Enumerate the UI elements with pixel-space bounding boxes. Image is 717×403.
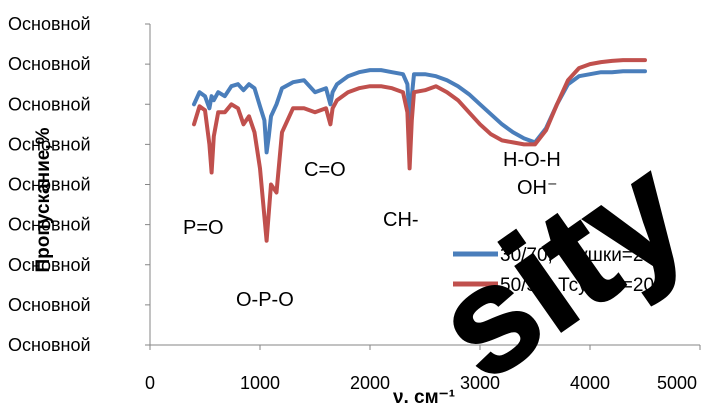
x-tick-label: 1000 bbox=[240, 373, 280, 393]
annotation-o-p-o: O-P-O bbox=[236, 289, 294, 311]
x-tick-label: 2000 bbox=[350, 373, 390, 393]
y-tick-label: Основной bbox=[8, 215, 91, 235]
y-tick-label: Основной bbox=[8, 255, 91, 275]
y-tick-label: Основной bbox=[8, 175, 91, 195]
y-axis-title: Пропускание,% bbox=[33, 127, 54, 272]
y-tick-label: Основной bbox=[8, 54, 91, 74]
series-layer bbox=[192, 58, 647, 243]
annotation-h-o-h: H-O-H bbox=[503, 149, 561, 171]
y-tick-label: Основной bbox=[8, 295, 91, 315]
legend: 30/70, Тсушки=200 50/50, Тсушки=200 bbox=[453, 245, 665, 296]
annotation-ch: CH- bbox=[383, 209, 419, 231]
legend-label-series-1: 30/70, Тсушки=200 bbox=[500, 245, 665, 266]
series-line-2 bbox=[192, 58, 647, 243]
x-tick-label: 3000 bbox=[460, 373, 500, 393]
y-tick-labels: Основной Основной Основной Основной Основной… bbox=[8, 14, 150, 355]
x-axis-title: ν, см⁻¹ bbox=[393, 387, 455, 403]
watermark: sity bbox=[406, 125, 714, 403]
x-tick-label: 5000 bbox=[657, 373, 697, 393]
annotation-p-o: P=O bbox=[183, 217, 224, 239]
x-tick-label: 4000 bbox=[570, 373, 610, 393]
annotation-c-o: C=O bbox=[304, 159, 346, 181]
y-tick-label: Основной bbox=[8, 14, 91, 34]
x-tick-label: 0 bbox=[145, 373, 155, 393]
y-tick-label: Основной bbox=[8, 134, 91, 154]
legend-label-series-2: 50/50, Тсушки=200 bbox=[500, 275, 665, 296]
annotation-oh: OH⁻ bbox=[517, 177, 558, 199]
y-tick-label: Основной bbox=[8, 94, 91, 114]
y-tick-label: Основной bbox=[8, 335, 91, 355]
x-tick-labels: 0 1000 2000 3000 4000 5000 bbox=[145, 345, 701, 393]
series-line-1 bbox=[192, 68, 647, 155]
